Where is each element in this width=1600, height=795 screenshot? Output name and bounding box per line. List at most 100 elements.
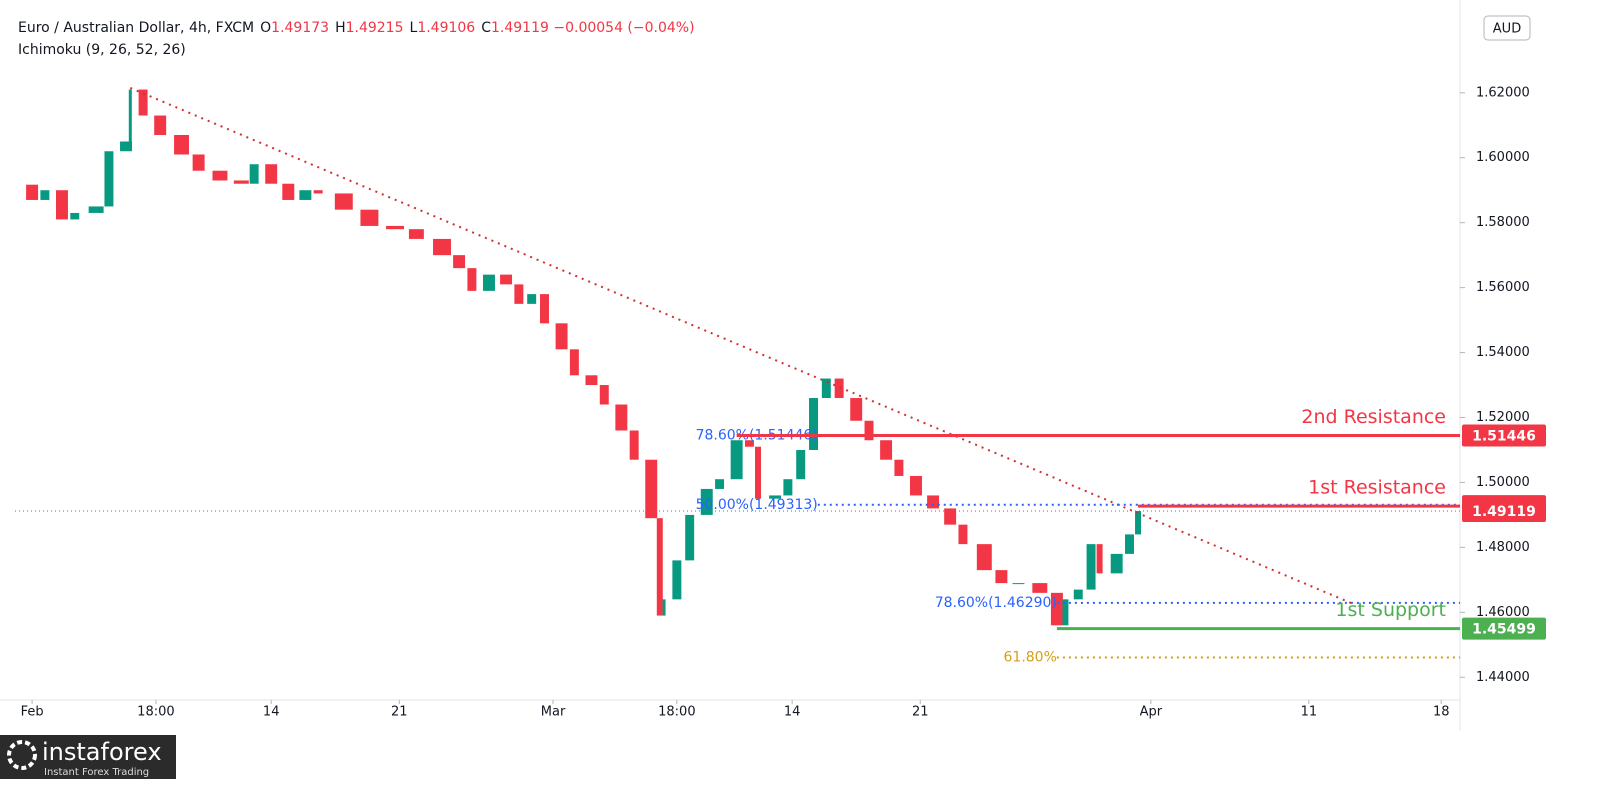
candle (700, 488, 713, 515)
ohlc-key: C (481, 20, 491, 36)
candle (360, 209, 379, 226)
candle (1086, 544, 1096, 590)
candle (662, 599, 666, 616)
candle (154, 115, 167, 136)
price-tag-label: 1.49119 (1472, 504, 1536, 520)
candle (527, 294, 537, 304)
candle (796, 449, 806, 480)
ohlc-key: H (335, 20, 346, 36)
level-name: 1st Resistance (1308, 477, 1446, 499)
candle (55, 190, 68, 220)
candle (958, 524, 968, 545)
candle (755, 446, 761, 499)
change: −0.00054 (−0.04%) (553, 20, 694, 36)
candle (1062, 599, 1069, 626)
candle (783, 479, 793, 496)
candle (334, 193, 353, 210)
candle (834, 378, 844, 399)
x-tick-label: Apr (1140, 705, 1163, 720)
ohlc-key: O (260, 20, 271, 36)
y-tick-label: 1.62000 (1476, 85, 1530, 100)
symbol: Euro / Australian Dollar, 4h, FXCM (18, 20, 254, 36)
candle (1096, 544, 1103, 574)
candle (645, 459, 658, 519)
y-tick-label: 1.50000 (1476, 475, 1530, 490)
price-tag-label: 1.51446 (1472, 428, 1536, 444)
header: Euro / Australian Dollar, 4h, FXCM O 1.491… (18, 20, 695, 36)
fib-label: 78.60%(1.46290) (935, 595, 1057, 611)
candle (569, 349, 579, 376)
candle (1012, 583, 1025, 585)
level-name: 2nd Resistance (1301, 406, 1446, 428)
candle (944, 508, 957, 525)
candle (386, 225, 405, 230)
currency[interactable]: AUD (1493, 22, 1521, 37)
candle (104, 151, 114, 207)
x-tick-label: 18 (1433, 705, 1450, 720)
x-tick-label: 18:00 (658, 705, 695, 720)
candle (864, 420, 874, 441)
y-tick-label: 1.54000 (1476, 345, 1530, 360)
candle (88, 206, 104, 213)
candle (910, 475, 922, 496)
logo-icon (7, 740, 37, 770)
price-tag-label: 1.45499 (1472, 622, 1536, 638)
candle (26, 184, 39, 200)
candle (585, 375, 598, 386)
candle (615, 404, 628, 431)
plot: 78.60%(1.51446)50.00%(1.49313)78.60%(1.4… (15, 87, 1460, 665)
candle (249, 164, 259, 184)
candle (809, 398, 818, 450)
level-name: 1st Support (1335, 599, 1446, 621)
x-tick-label: 14 (263, 705, 280, 720)
candle (138, 89, 148, 116)
logo-name: instaforex (42, 738, 162, 766)
y-tick-label: 1.60000 (1476, 150, 1530, 165)
x-tick-label: 14 (784, 705, 801, 720)
x-tick-label: Feb (21, 705, 44, 720)
y-tick-label: 1.44000 (1476, 670, 1530, 685)
candle (672, 560, 682, 600)
x-tick-label: 11 (1301, 705, 1318, 720)
candle (467, 268, 477, 291)
candle (192, 154, 205, 171)
candle (40, 190, 50, 200)
x-tick-label: Mar (541, 705, 566, 720)
x-tick-label: 18:00 (137, 705, 174, 720)
x-tick-label: 21 (912, 705, 929, 720)
candle (1125, 534, 1134, 554)
candle (685, 514, 695, 561)
candle (656, 518, 663, 616)
ohlc-value: 1.49106 (417, 20, 475, 36)
candle (629, 430, 639, 460)
candle (1135, 511, 1142, 535)
candle (1073, 589, 1083, 600)
candle (282, 183, 295, 200)
fib-label: 50.00%(1.49313) (696, 497, 818, 513)
price-tag (1462, 424, 1546, 447)
candle (70, 212, 80, 220)
candle (555, 323, 568, 350)
candle (500, 274, 513, 285)
candle (850, 398, 863, 421)
y-tick-label: 1.56000 (1476, 280, 1530, 295)
candle (265, 164, 278, 184)
candle (894, 459, 904, 476)
candle (730, 440, 743, 480)
candle (880, 440, 893, 460)
candle (433, 238, 451, 256)
candle (540, 294, 549, 324)
candle (821, 378, 831, 399)
candle (174, 135, 190, 155)
candle (1110, 553, 1123, 574)
candle (233, 180, 249, 184)
candle (927, 495, 940, 509)
indicator: Ichimoku (9, 26, 52, 26) (18, 42, 186, 58)
y-tick-label: 1.48000 (1476, 540, 1530, 555)
y-tick-label: 1.58000 (1476, 215, 1530, 230)
candle (483, 274, 495, 291)
currency-box[interactable] (1483, 15, 1531, 41)
